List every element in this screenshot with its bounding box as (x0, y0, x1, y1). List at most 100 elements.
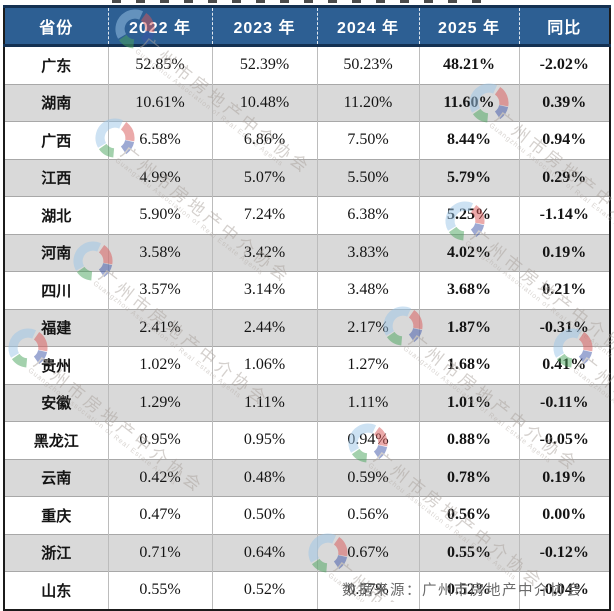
table-row: 广东 52.85% 52.39% 50.23% 48.21% -2.02% (4, 45, 610, 84)
value-2024-cell: 0.67% (316, 533, 419, 572)
value-2023-cell: 10.48% (211, 83, 317, 122)
value-2024-cell: 7.50% (316, 121, 419, 159)
value-2022-cell: 3.57% (107, 271, 212, 309)
value-2025-cell: 11.60% (418, 83, 519, 122)
province-share-table: 省份 2022 年 2023 年 2024 年 2025 年 同比 广东 52.… (3, 5, 611, 611)
province-cell: 黑龙江 (4, 421, 108, 459)
value-2022-cell: 1.29% (107, 383, 212, 422)
value-2022-cell: 10.61% (107, 83, 212, 122)
yoy-cell: 0.19% (518, 233, 610, 272)
table-row: 云南 0.42% 0.48% 0.59% 0.78% 0.19% (4, 458, 610, 497)
province-cell: 浙江 (4, 533, 108, 572)
yoy-cell: -1.14% (518, 196, 610, 234)
value-2022-cell: 0.95% (107, 421, 212, 459)
yoy-cell: 0.21% (518, 271, 610, 309)
value-2024-cell: 3.48% (316, 271, 419, 309)
table-row: 广西 6.58% 6.86% 7.50% 8.44% 0.94% (4, 121, 610, 159)
value-2024-cell: 5.50% (316, 158, 419, 197)
value-2022-cell: 4.99% (107, 158, 212, 197)
province-cell: 湖南 (4, 83, 108, 122)
province-cell: 广东 (4, 45, 108, 84)
value-2022-cell: 1.02% (107, 346, 212, 384)
value-2022-cell: 6.58% (107, 121, 212, 159)
province-cell: 四川 (4, 271, 108, 309)
value-2025-cell: 8.44% (418, 121, 519, 159)
value-2022-cell: 0.47% (107, 496, 212, 534)
value-2022-cell: 52.85% (107, 45, 212, 84)
value-2025-cell: 0.56% (418, 496, 519, 534)
col-header-2025: 2025 年 (418, 5, 519, 47)
yoy-cell: -0.12% (518, 533, 610, 572)
province-cell: 广西 (4, 121, 108, 159)
province-cell: 安徽 (4, 383, 108, 422)
province-cell: 河南 (4, 233, 108, 272)
province-cell: 福建 (4, 308, 108, 347)
value-2024-cell: 50.23% (316, 45, 419, 84)
province-cell: 湖北 (4, 196, 108, 234)
table-row: 浙江 0.71% 0.64% 0.67% 0.55% -0.12% (4, 533, 610, 572)
table-row: 江西 4.99% 5.07% 5.50% 5.79% 0.29% (4, 158, 610, 197)
cropped-title-fragments (112, 0, 484, 3)
yoy-cell: -0.31% (518, 308, 610, 347)
value-2024-cell: 3.83% (316, 233, 419, 272)
value-2023-cell: 0.48% (211, 458, 317, 497)
value-2025-cell: 1.87% (418, 308, 519, 347)
value-2022-cell: 2.41% (107, 308, 212, 347)
province-cell: 重庆 (4, 496, 108, 534)
table-row: 四川 3.57% 3.14% 3.48% 3.68% 0.21% (4, 271, 610, 309)
table-row: 福建 2.41% 2.44% 2.17% 1.87% -0.31% (4, 308, 610, 347)
yoy-cell: 0.19% (518, 458, 610, 497)
value-2025-cell: 48.21% (418, 45, 519, 84)
value-2022-cell: 0.42% (107, 458, 212, 497)
province-cell: 贵州 (4, 346, 108, 384)
province-cell: 江西 (4, 158, 108, 197)
col-header-yoy: 同比 (518, 5, 610, 47)
table-row: 安徽 1.29% 1.11% 1.11% 1.01% -0.11% (4, 383, 610, 422)
yoy-cell: 0.41% (518, 346, 610, 384)
value-2025-cell: 4.02% (418, 233, 519, 272)
value-2024-cell: 1.11% (316, 383, 419, 422)
col-header-2022: 2022 年 (107, 5, 212, 47)
value-2025-cell: 1.68% (418, 346, 519, 384)
table-row: 黑龙江 0.95% 0.95% 0.94% 0.88% -0.05% (4, 421, 610, 459)
yoy-cell: 0.39% (518, 83, 610, 122)
value-2023-cell: 7.24% (211, 196, 317, 234)
value-2025-cell: 0.78% (418, 458, 519, 497)
table-body: 广东 52.85% 52.39% 50.23% 48.21% -2.02% 湖南… (4, 45, 610, 610)
value-2024-cell: 11.20% (316, 83, 419, 122)
value-2022-cell: 0.71% (107, 533, 212, 572)
value-2024-cell: 0.59% (316, 458, 419, 497)
value-2024-cell: 1.27% (316, 346, 419, 384)
value-2024-cell: 6.38% (316, 196, 419, 234)
table-row: 贵州 1.02% 1.06% 1.27% 1.68% 0.41% (4, 346, 610, 384)
province-cell: 山东 (4, 571, 108, 610)
value-2025-cell: 5.25% (418, 196, 519, 234)
value-2023-cell: 0.52% (211, 571, 317, 610)
value-2023-cell: 2.44% (211, 308, 317, 347)
value-2023-cell: 0.64% (211, 533, 317, 572)
value-2022-cell: 5.90% (107, 196, 212, 234)
value-2022-cell: 3.58% (107, 233, 212, 272)
value-2024-cell: 0.56% (316, 496, 419, 534)
value-2023-cell: 0.95% (211, 421, 317, 459)
value-2025-cell: 0.88% (418, 421, 519, 459)
value-2023-cell: 1.06% (211, 346, 317, 384)
value-2023-cell: 3.42% (211, 233, 317, 272)
yoy-cell: 0.29% (518, 158, 610, 197)
table-row: 湖南 10.61% 10.48% 11.20% 11.60% 0.39% (4, 83, 610, 122)
value-2023-cell: 5.07% (211, 158, 317, 197)
table-row: 湖北 5.90% 7.24% 6.38% 5.25% -1.14% (4, 196, 610, 234)
province-cell: 云南 (4, 458, 108, 497)
value-2025-cell: 1.01% (418, 383, 519, 422)
value-2023-cell: 6.86% (211, 121, 317, 159)
value-2025-cell: 3.68% (418, 271, 519, 309)
value-2025-cell: 5.79% (418, 158, 519, 197)
value-2024-cell: 2.17% (316, 308, 419, 347)
yoy-cell: -2.02% (518, 45, 610, 84)
value-2022-cell: 0.55% (107, 571, 212, 610)
col-header-2023: 2023 年 (211, 5, 317, 47)
value-2025-cell: 0.55% (418, 533, 519, 572)
data-source-note: 数据来源：广州市房地产中介协会 (342, 583, 582, 599)
table-row: 重庆 0.47% 0.50% 0.56% 0.56% 0.00% (4, 496, 610, 534)
value-2023-cell: 3.14% (211, 271, 317, 309)
